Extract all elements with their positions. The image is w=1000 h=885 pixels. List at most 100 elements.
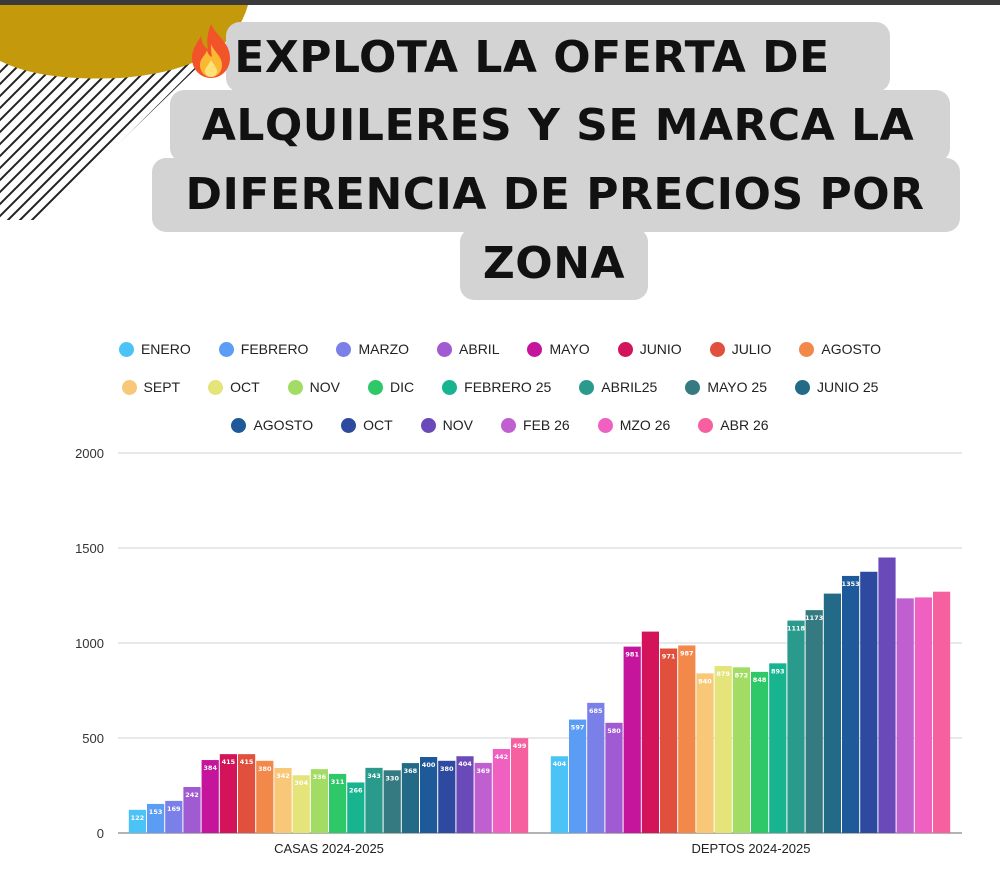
legend-swatch: [118, 341, 134, 357]
bar: [678, 645, 696, 833]
data-label: 597: [571, 724, 585, 732]
data-label: 415: [240, 758, 254, 766]
legend-item: MZO 26: [597, 412, 670, 438]
fire-icon: [192, 24, 230, 78]
legend-label: JUNIO 25: [816, 379, 879, 395]
legend-swatch: [437, 341, 453, 357]
data-label: 404: [553, 760, 567, 768]
bar: [238, 754, 256, 833]
legend-item: NOV: [420, 412, 473, 438]
bar: [587, 702, 605, 833]
title-block: EXPLOTA LA OFERTA DE ALQUILERES Y SE MAR…: [0, 18, 1000, 308]
legend-swatch: [231, 417, 247, 433]
legend-label: NOV: [309, 379, 341, 395]
legend-swatch: [527, 341, 543, 357]
y-tick-label: 2000: [75, 446, 104, 461]
data-label: 981: [625, 651, 639, 659]
legend-swatch: [709, 341, 725, 357]
bar: [383, 770, 401, 833]
legend-item: FEB 26: [501, 412, 570, 438]
legend-swatch: [287, 379, 303, 395]
legend-item: SEPT: [121, 374, 180, 400]
bar: [569, 719, 587, 833]
data-label: 384: [203, 764, 217, 772]
legend-label: MAYO: [549, 341, 590, 357]
legend-item: ABRIL25: [579, 374, 657, 400]
bar: [787, 620, 805, 833]
bar: [769, 663, 787, 833]
legend-item: JUNIO 25: [794, 374, 879, 400]
bar: [896, 598, 914, 833]
bar: [365, 767, 383, 833]
data-label: 342: [276, 772, 290, 780]
title-background: [226, 22, 890, 92]
data-label: 380: [440, 765, 454, 773]
data-label: 369: [476, 767, 490, 775]
legend-item: OCT: [208, 374, 260, 400]
legend-item: MAYO 25: [685, 374, 767, 400]
legend-row: AGOSTO OCT NOV FEB 26 MZO 26 ABR 26: [0, 412, 1000, 438]
page-title-line-2: ALQUILERES Y SE MARCA LA: [201, 100, 915, 151]
bar: [183, 787, 201, 833]
bar: [256, 760, 274, 833]
legend-item: ENERO: [118, 336, 191, 362]
data-label: 415: [222, 758, 236, 766]
page-title-line-4: ZONA: [482, 238, 626, 289]
legend-swatch: [341, 417, 357, 433]
legend-item: JUNIO: [617, 336, 682, 362]
bar: [347, 782, 365, 833]
y-tick-label: 0: [97, 826, 104, 841]
legend-label: ABR 26: [720, 417, 769, 433]
bar: [823, 593, 841, 833]
legend-item: FEBRERO 25: [442, 374, 551, 400]
legend-swatch: [794, 379, 810, 395]
top-border: [0, 0, 1000, 5]
data-label: 122: [131, 814, 145, 822]
legend-label: OCT: [230, 379, 260, 395]
data-label: 685: [589, 707, 603, 715]
data-label: 169: [167, 805, 181, 813]
data-label: 343: [367, 772, 381, 780]
legend-item: FEBRERO: [218, 336, 308, 362]
data-label: 580: [607, 727, 621, 735]
bar: [714, 665, 732, 833]
bar: [147, 803, 165, 833]
bar: [401, 763, 419, 833]
data-label: 1118: [787, 625, 806, 633]
legend-label: JULIO: [731, 341, 772, 357]
legend-label: FEBRERO 25: [464, 379, 552, 395]
legend-item: MAYO: [527, 336, 590, 362]
bar: [623, 646, 641, 833]
data-label: 330: [385, 774, 399, 782]
bar: [860, 571, 878, 833]
title-background: [152, 158, 960, 232]
bar: [329, 773, 347, 833]
legend-swatch: [501, 417, 517, 433]
legend-label: OCT: [363, 417, 393, 433]
bar: [310, 769, 328, 833]
legend-swatch: [442, 379, 458, 395]
legend-swatch: [597, 417, 613, 433]
bar: [660, 648, 678, 833]
data-label: 336: [313, 773, 327, 781]
data-label: 879: [716, 670, 730, 678]
y-tick-label: 1000: [75, 636, 104, 651]
bar: [511, 738, 529, 833]
legend-label: ENERO: [140, 341, 191, 357]
bar: [878, 557, 896, 833]
legend-row: SEPT OCT NOV DIC FEBRERO 25 ABRIL25 MAYO 25 JUN…: [0, 374, 1000, 400]
page-title-line-3: DIFERENCIA DE PRECIOS POR: [185, 169, 925, 220]
y-tick-label: 500: [82, 731, 104, 746]
bar: [219, 754, 237, 833]
legend-label: MAYO 25: [707, 379, 767, 395]
page-title-line-1: EXPLOTA LA OFERTA DE: [234, 32, 830, 83]
data-label: 311: [331, 778, 345, 786]
bar: [420, 757, 438, 833]
legend-item: OCT: [341, 412, 393, 438]
data-label: 266: [349, 786, 363, 794]
bar: [474, 762, 492, 833]
bar: [128, 809, 146, 833]
legend-label: MARZO: [358, 341, 410, 357]
bar: [751, 671, 769, 833]
legend-swatch: [218, 341, 234, 357]
